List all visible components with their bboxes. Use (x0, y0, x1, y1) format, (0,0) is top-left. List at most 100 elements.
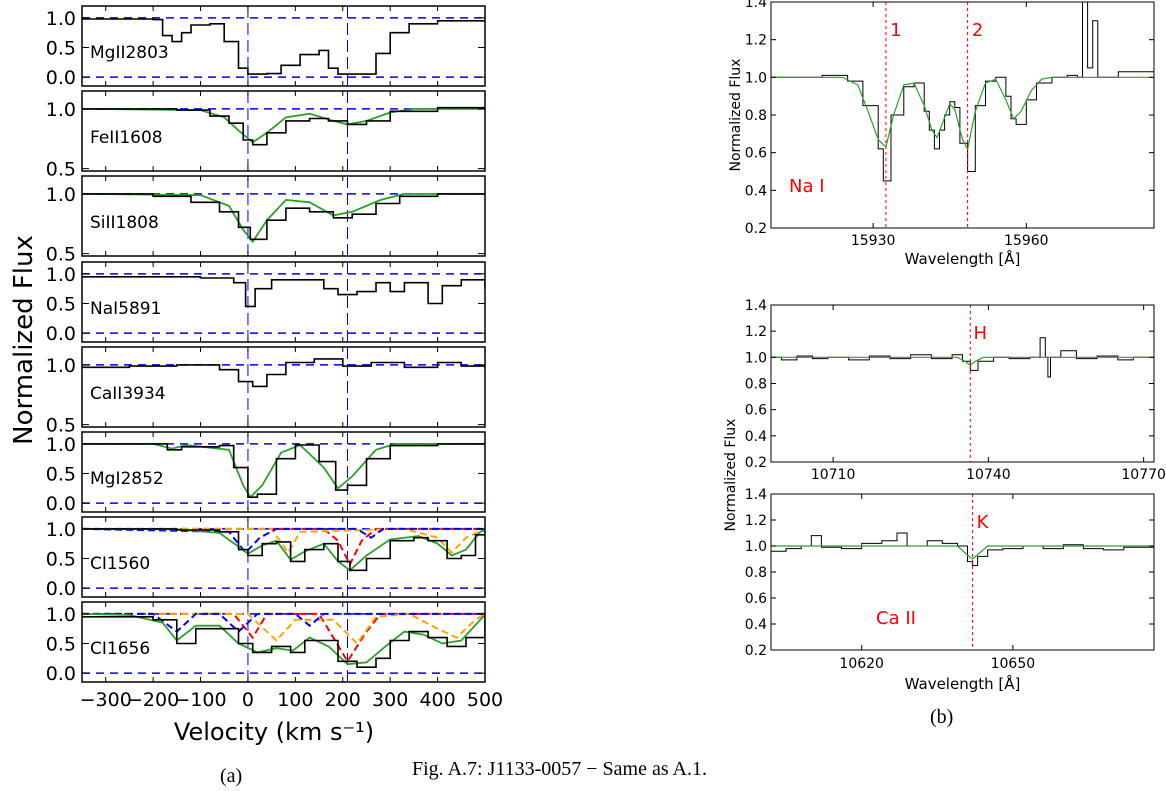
subpanel-mgi2852 (81, 431, 486, 513)
spectrum-panel-1 (770, 1, 1155, 229)
y-axis-title: Normalized Flux (728, 59, 744, 172)
y-tick-label: 1.0 (46, 355, 76, 377)
subpanel-label-mgii2803: MgII2803 (90, 43, 169, 63)
y-tick-label: 0.8 (745, 108, 767, 124)
plot-area (82, 443, 485, 499)
x-tick-label: 0 (242, 689, 254, 711)
y-tick-label: 1.0 (46, 519, 76, 541)
x-tick-label: 300 (372, 689, 408, 711)
subpanel-label-mgi2852: MgI2852 (90, 469, 164, 489)
spectrum-line (82, 358, 485, 388)
spectrum-line (82, 443, 485, 498)
plot-area (82, 612, 485, 668)
plot-area (771, 2, 1154, 228)
subpanel-label-caii3934: CaII3934 (90, 384, 166, 404)
label-b: (b) (930, 706, 954, 728)
y-tick-label: 1.2 (745, 33, 767, 49)
line-marker-label: 2 (972, 20, 983, 41)
subpanel-label-feii1608: FeII1608 (90, 128, 163, 148)
y-tick-label: 0.0 (46, 663, 76, 685)
fit-line (82, 193, 485, 244)
y-tick-label: 1.0 (745, 350, 767, 366)
plot-area (82, 527, 485, 572)
fit-line (82, 108, 485, 144)
x-tick-label: 500 (467, 689, 503, 711)
y-tick-label: 1.0 (745, 539, 767, 555)
spectrum-line (82, 106, 485, 146)
y-tick-label: 1.4 (745, 298, 767, 314)
x-tick-label: 10650 (991, 656, 1036, 672)
subpanel-frame (81, 90, 486, 172)
fit-line (82, 613, 485, 666)
spectrum-frame (770, 304, 1155, 463)
spectrum-line (82, 18, 485, 75)
y-tick-label: 0.6 (745, 403, 767, 419)
y-tick-label: 0.5 (46, 463, 76, 485)
fit-line (82, 443, 485, 499)
spectrum-line (771, 2, 1154, 182)
spectrum-panel-3 (770, 493, 1155, 651)
y-tick-label: 0.5 (46, 548, 76, 570)
y-tick-label: 0.2 (745, 643, 767, 659)
plot-area (82, 276, 485, 308)
y-tick-label: 0.2 (745, 221, 767, 237)
y-tick-label: 0.5 (46, 633, 76, 655)
x-axis-title: Wavelength [Å] (905, 249, 1021, 268)
fit-line (771, 545, 1154, 560)
y-tick-label: 1.0 (46, 184, 76, 206)
subpanel-ci1656 (81, 601, 486, 683)
y-tick-label: 0.5 (46, 37, 76, 59)
line-marker-label: H (973, 323, 987, 344)
line-marker-label: 1 (890, 20, 901, 41)
y-tick-label: 0.5 (46, 293, 76, 315)
spectrum-line (82, 276, 485, 308)
y-tick-label: 0.6 (745, 591, 767, 607)
spectrum-frame (770, 1, 1155, 229)
subpanel-label-nai5891: NaI5891 (90, 299, 161, 319)
y-tick-label: 1.0 (46, 99, 76, 121)
x-axis-title: Wavelength [Å] (905, 674, 1021, 693)
spectrum-line (82, 528, 485, 572)
y-tick-label: 1.0 (46, 264, 76, 286)
figure-caption: Fig. A.7: J1133-0057 − Same as A.1. (412, 758, 707, 780)
x-tick-label: 15930 (851, 233, 896, 249)
y-tick-label: 1.4 (745, 0, 767, 11)
spectrum-frame (770, 493, 1155, 651)
x-tick-label: 10770 (1121, 467, 1166, 483)
subpanel-frame (81, 431, 486, 513)
component-model-line (82, 612, 485, 646)
y-tick-label: 0.8 (745, 377, 767, 393)
subpanel-mgii2803 (81, 5, 486, 87)
y-tick-label: 0.4 (745, 617, 767, 633)
y-tick-label: 0.0 (46, 323, 76, 345)
y-tick-label: 0.5 (46, 415, 76, 437)
fit-line (771, 76, 1154, 151)
subpanel-frame (81, 601, 486, 683)
y-tick-label: 0.4 (745, 183, 767, 199)
y-tick-label: 1.2 (745, 324, 767, 340)
label-a: (a) (220, 765, 243, 787)
subpanel-feii1608 (81, 90, 486, 172)
fit-line (82, 528, 485, 572)
x-tick-label: 200 (325, 689, 361, 711)
y-tick-label: 0.0 (46, 493, 76, 515)
spectrum-line (771, 532, 1154, 566)
y-tick-label: 1.2 (745, 513, 767, 529)
subpanel-ci1560 (81, 516, 486, 598)
x-tick-label: 10710 (811, 467, 856, 483)
x-tick-label: 400 (419, 689, 455, 711)
line-marker-label: K (977, 512, 990, 533)
y-tick-label: 0.5 (46, 244, 76, 266)
plot-area (82, 358, 485, 388)
subpanel-frame (81, 175, 486, 257)
y-tick-label: 1.0 (46, 434, 76, 456)
y-axis-title: Normalized Flux (9, 235, 39, 445)
plot-area (82, 193, 485, 244)
x-tick-label: 15960 (1004, 233, 1049, 249)
subpanel-label-ci1560: CI1560 (90, 554, 150, 574)
y-tick-label: 0.4 (745, 429, 767, 445)
species-label: Na I (789, 176, 825, 197)
y-tick-label: 0.0 (46, 578, 76, 600)
spectrum-line (82, 193, 485, 241)
